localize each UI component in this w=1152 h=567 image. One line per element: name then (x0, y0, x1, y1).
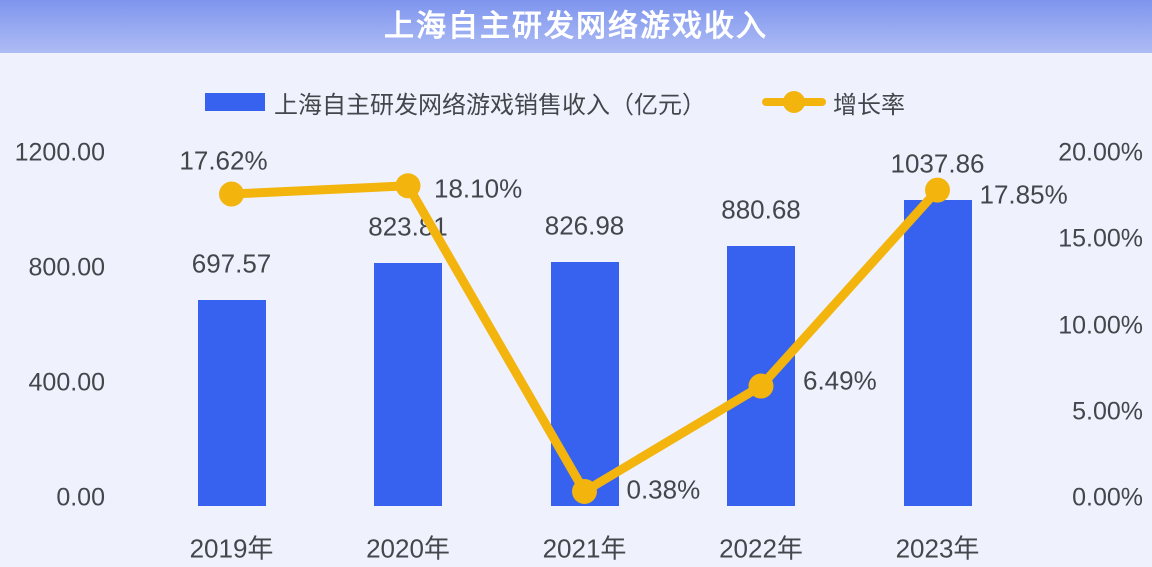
bar-2019年[interactable] (197, 300, 266, 506)
chart-title-bar: 上海自主研发网络游戏收入 (0, 0, 1152, 53)
right-axis-tick: 15.00% (1058, 224, 1143, 253)
right-axis-tick: 10.00% (1058, 311, 1143, 339)
left-axis-tick: 0.00 (56, 483, 105, 512)
legend-line-label[interactable]: 增长率 (833, 91, 905, 119)
growth-value-label: 6.49% (803, 365, 877, 396)
growth-point-2020年[interactable] (395, 173, 421, 199)
x-axis-label-2023年: 2023年 (895, 533, 980, 564)
bar-2023年[interactable] (903, 199, 972, 506)
left-axis-tick: 400.00 (28, 368, 105, 397)
bar-2021年[interactable] (550, 262, 619, 506)
growth-value-label: 17.85% (979, 179, 1068, 210)
growth-value-label: 18.10% (434, 173, 523, 204)
growth-line (227, 181, 942, 496)
right-axis-tick: 5.00% (1072, 397, 1143, 426)
x-axis-label-2020年: 2020年 (366, 533, 450, 564)
growth-point-2023年[interactable] (925, 177, 950, 203)
x-axis-label-2022年: 2022年 (719, 533, 803, 564)
growth-value-label: 0.38% (626, 474, 701, 505)
legend-line-marker-icon (762, 89, 826, 115)
bar-value-label: 1037.86 (890, 148, 985, 179)
x-axis-label-2021年: 2021年 (542, 533, 627, 564)
growth-point-2021年[interactable] (572, 478, 597, 504)
left-axis-tick: 800.00 (28, 253, 105, 282)
right-axis-tick: 20.00% (1058, 138, 1143, 167)
bar-2020年[interactable] (374, 262, 442, 506)
legend-bar-swatch-icon (205, 93, 265, 111)
legend: 上海自主研发网络游戏销售收入（亿元） 增长率 (205, 88, 905, 119)
growth-point-2019年[interactable] (219, 181, 244, 207)
legend-bar-label[interactable]: 上海自主研发网络游戏销售收入（亿元） (274, 91, 706, 119)
growth-point-2022年[interactable] (748, 373, 774, 399)
right-axis-tick: 0.00% (1072, 483, 1143, 512)
growth-value-label: 17.62% (179, 145, 268, 176)
legend-line-dot (783, 91, 805, 113)
x-axis-label-2019年: 2019年 (189, 533, 274, 564)
bar-value-label: 697.57 (191, 248, 272, 279)
bar-value-label: 880.68 (721, 194, 801, 225)
bar-value-label: 826.98 (544, 210, 625, 241)
chart-title: 上海自主研发网络游戏收入 (384, 10, 768, 43)
left-axis-tick: 1200.00 (14, 138, 105, 167)
